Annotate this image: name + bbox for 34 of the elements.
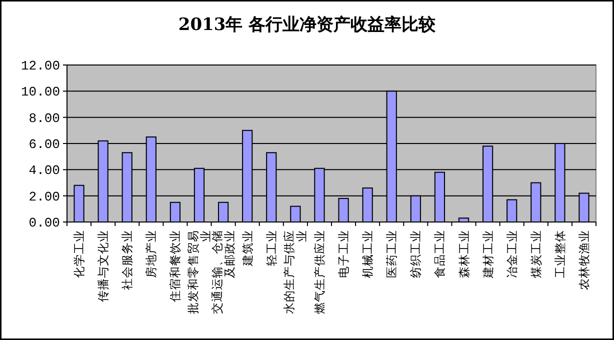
x-tick-label: 农林牧渔业 <box>577 230 591 290</box>
x-tick-label: 医药工业 <box>384 230 399 278</box>
x-tick-label: 电子工业 <box>336 230 351 278</box>
x-tick-label: 批发和零售贸易业 <box>186 230 213 314</box>
y-tick-label: 10.00 <box>20 84 60 100</box>
y-tick-label: 8.00 <box>28 110 60 126</box>
y-tick-label: 12.00 <box>20 58 60 74</box>
x-tick-label: 传播与文化业 <box>96 230 110 302</box>
x-tick-label: 煤炭工业 <box>528 230 543 278</box>
x-tick-label: 建筑业 <box>240 230 254 267</box>
bar <box>290 206 301 222</box>
x-tick-label: 建材工业 <box>480 230 495 279</box>
bar <box>218 202 229 222</box>
x-tick-label: 轻工业 <box>264 230 278 266</box>
x-tick-label: 交通运输、仓储及邮政业 <box>210 230 237 314</box>
x-tick-label: 机械工业 <box>360 230 375 278</box>
x-tick-label: 社会服务业 <box>120 230 134 290</box>
x-tick-label: 纺织工业 <box>408 230 423 278</box>
x-tick-label: 森林工业 <box>456 230 471 278</box>
x-tick-label: 工业整体 <box>552 230 567 278</box>
x-tick-label: 冶金工业 <box>504 230 519 278</box>
x-tick-label: 燃气生产供应业 <box>312 230 326 314</box>
x-tick-label: 水的生产与供应业 <box>282 230 309 314</box>
y-tick-label: 0.00 <box>28 216 60 231</box>
y-tick-label: 2.00 <box>28 189 60 204</box>
y-tick-label: 4.00 <box>28 163 60 178</box>
x-tick-label: 住宿和餐饮业 <box>168 230 182 303</box>
bar <box>170 202 181 222</box>
y-tick-label: 6.00 <box>28 137 60 152</box>
x-tick-label: 化学工业 <box>72 230 86 278</box>
bar <box>506 199 518 222</box>
chart-title: 2013年 各行业净资产收益率比较 <box>178 15 437 35</box>
x-tick-label: 食品工业 <box>432 230 447 278</box>
x-tick-label: 房地产业 <box>144 230 158 278</box>
